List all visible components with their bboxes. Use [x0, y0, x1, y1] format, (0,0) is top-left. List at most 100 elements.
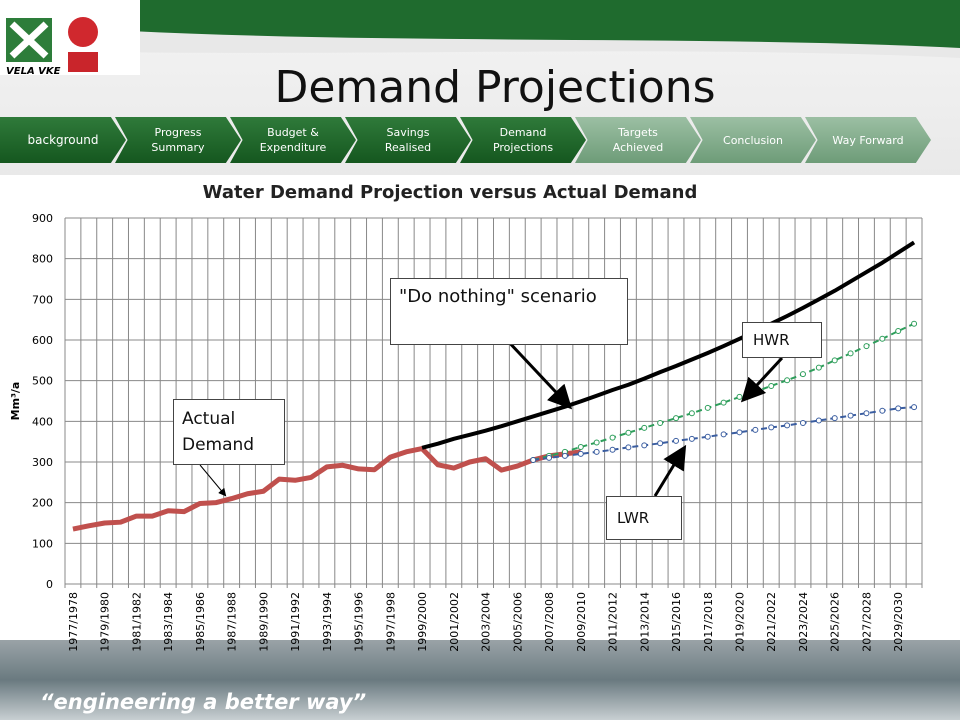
y-tick-label: 300: [32, 456, 53, 469]
annotation-arrow: [740, 356, 784, 403]
point: [784, 377, 791, 384]
point: [799, 419, 806, 426]
x-tick-label: 1987/1988: [226, 592, 239, 652]
point: [546, 454, 553, 461]
header-art: VELA VKE: [0, 0, 960, 77]
nav-item: Way Forward: [805, 117, 931, 163]
nav-item: background: [0, 117, 126, 163]
footer-image: [0, 640, 960, 720]
footer-slogan: “engineering a better way”: [40, 690, 367, 714]
y-tick-label: 500: [32, 375, 53, 388]
header-stripe: [110, 30, 960, 58]
x-tick-label: 2027/2028: [860, 592, 873, 652]
x-tick-label: 2003/2004: [480, 592, 493, 652]
point: [815, 364, 822, 371]
point: [847, 350, 854, 357]
point: [641, 424, 648, 431]
point: [831, 415, 838, 422]
point: [673, 415, 680, 422]
annotation: Actual Demand: [173, 399, 285, 465]
point: [815, 417, 822, 424]
nav-item: Targets Achieved: [575, 117, 701, 163]
y-tick-label: 100: [32, 537, 53, 550]
x-tick-label: 2009/2010: [575, 592, 588, 652]
y-tick-label: 400: [32, 415, 53, 428]
x-tick-label: 2023/2024: [797, 592, 810, 652]
point: [625, 429, 632, 436]
point: [895, 405, 902, 412]
x-tick-label: 2017/2018: [702, 592, 715, 652]
point: [530, 456, 537, 463]
x-tick-label: 1989/1990: [257, 592, 270, 652]
point: [688, 410, 695, 417]
slide-title: Demand Projections: [274, 62, 716, 113]
point: [593, 439, 600, 446]
x-tick-label: 1985/1986: [194, 592, 207, 652]
logo-text: VELA VKE: [6, 66, 61, 77]
point: [593, 448, 600, 455]
point: [863, 410, 870, 417]
annotation-arrow: [503, 336, 573, 410]
point: [641, 442, 648, 449]
nav-item: Conclusion: [690, 117, 816, 163]
point: [688, 435, 695, 442]
x-tick-label: 2001/2002: [448, 592, 461, 652]
y-tick-label: 700: [32, 293, 53, 306]
logo-mark: [9, 21, 49, 59]
series-line: [72, 446, 582, 532]
x-tick-label: 1995/1996: [353, 592, 366, 652]
x-tick-label: 2025/2026: [829, 592, 842, 652]
y-tick-label: 0: [46, 578, 53, 591]
point: [704, 433, 711, 440]
x-tick-label: 1983/1984: [162, 592, 175, 652]
y-tick-label: 600: [32, 334, 53, 347]
point: [768, 382, 775, 389]
point: [911, 320, 918, 327]
point: [720, 431, 727, 438]
annotation: "Do nothing" scenario: [390, 278, 628, 345]
annotation: LWR: [606, 496, 682, 540]
x-tick-label: 1977/1978: [67, 592, 80, 652]
point: [847, 412, 854, 419]
point: [625, 444, 632, 451]
x-tick-label: 1999/2000: [416, 592, 429, 652]
point: [657, 419, 664, 426]
point: [720, 399, 727, 406]
point: [736, 393, 743, 400]
point: [561, 452, 568, 459]
x-tick-label: 1993/1994: [321, 592, 334, 652]
point: [609, 446, 616, 453]
x-tick-label: 2029/2030: [892, 592, 905, 652]
x-tick-label: 1979/1980: [99, 592, 112, 652]
series-line: [421, 240, 916, 450]
point: [784, 422, 791, 429]
point: [673, 437, 680, 444]
x-tick-label: 2005/2006: [511, 592, 524, 652]
nav-item: Savings Realised: [345, 117, 471, 163]
nav-item: Progress Summary: [115, 117, 241, 163]
y-axis-label: Mm³/a: [9, 382, 22, 421]
point: [879, 407, 886, 414]
x-tick-label: 1997/1998: [384, 592, 397, 652]
point: [577, 450, 584, 457]
y-tick-label: 800: [32, 253, 53, 266]
x-tick-label: 2019/2020: [733, 592, 746, 652]
point: [895, 328, 902, 335]
y-tick-label: 200: [32, 497, 53, 510]
annotation-arrow: [653, 444, 687, 497]
annotation: HWR: [742, 322, 822, 358]
x-tick-label: 2011/2012: [607, 592, 620, 652]
chart-title: Water Demand Projection versus Actual De…: [203, 182, 698, 203]
x-tick-label: 1991/1992: [289, 592, 302, 652]
logo-sabs: [68, 52, 98, 72]
point: [577, 443, 584, 450]
point: [736, 429, 743, 436]
x-tick-label: 2013/2014: [638, 592, 651, 652]
point: [609, 434, 616, 441]
logo-mm: [68, 17, 98, 47]
point: [911, 404, 918, 411]
point: [879, 335, 886, 342]
point: [752, 426, 759, 433]
